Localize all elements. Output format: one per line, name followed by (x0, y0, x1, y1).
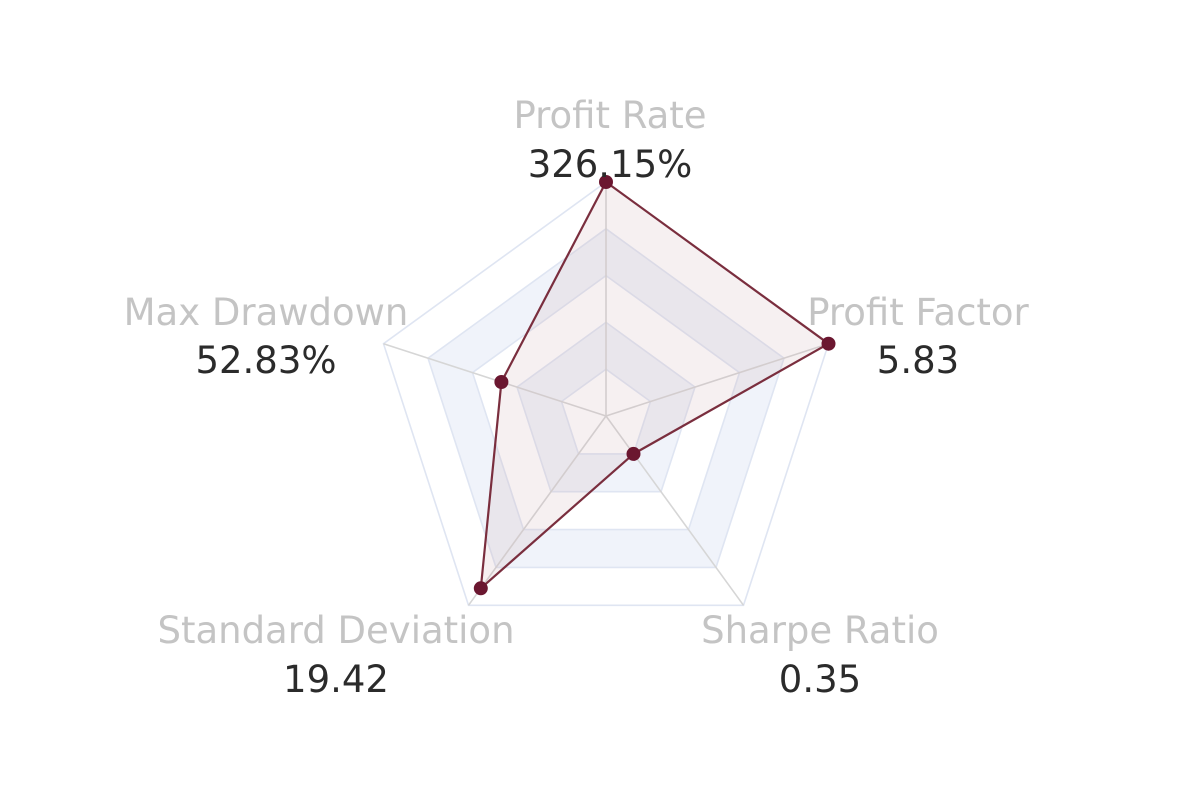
radar-spokes (383, 182, 829, 606)
radar-spoke-2 (605, 415, 745, 606)
radar-ring-1 (560, 368, 652, 455)
radar-labels: Profit Rate 326.15% Profit Factor 5.83 Sharp… (124, 94, 1030, 701)
radar-point-max-drawdown[interactable] (494, 375, 509, 389)
radar-spoke-1 (605, 342, 829, 417)
value-label-profit-rate: 326.15% (528, 143, 693, 186)
axis-label-sharpe-ratio: Sharpe Ratio (701, 609, 939, 652)
radar-series (473, 175, 836, 596)
value-label-max-drawdown: 52.83% (195, 339, 336, 382)
axis-label-max-drawdown: Max Drawdown (124, 291, 409, 334)
radar-point-profit-rate[interactable] (599, 175, 613, 189)
value-label-sharpe-ratio: 0.35 (779, 658, 861, 701)
axis-label-profit-factor: Profit Factor (807, 291, 1029, 334)
radar-point-profit-factor[interactable] (821, 336, 836, 351)
value-label-profit-factor: 5.83 (877, 339, 959, 382)
radar-point-standard-deviation[interactable] (473, 581, 488, 596)
radar-ring-2 (516, 321, 696, 493)
radar-ring-3 (471, 274, 741, 531)
radar-series-area (479, 180, 830, 590)
value-label-standard-deviation: 19.42 (283, 658, 389, 701)
radar-point-sharpe-ratio[interactable] (626, 446, 641, 461)
axis-label-profit-rate: Profit Rate (513, 94, 706, 137)
axis-label-standard-deviation: Standard Deviation (157, 609, 514, 652)
radar-spoke-3 (467, 415, 607, 606)
radar-ring-4 (427, 227, 785, 569)
